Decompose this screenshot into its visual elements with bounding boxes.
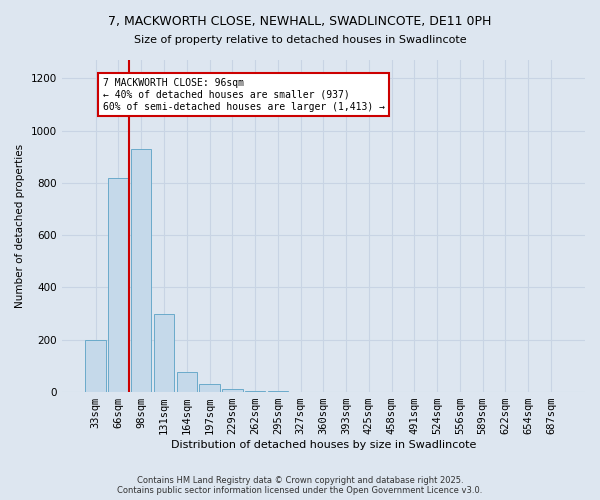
Bar — [222, 389, 242, 392]
Text: Contains HM Land Registry data © Crown copyright and database right 2025.
Contai: Contains HM Land Registry data © Crown c… — [118, 476, 482, 495]
Bar — [154, 314, 174, 392]
X-axis label: Distribution of detached houses by size in Swadlincote: Distribution of detached houses by size … — [170, 440, 476, 450]
Y-axis label: Number of detached properties: Number of detached properties — [15, 144, 25, 308]
Bar — [85, 340, 106, 392]
Bar — [131, 149, 151, 392]
Bar — [245, 390, 265, 392]
Bar — [108, 178, 129, 392]
Text: Size of property relative to detached houses in Swadlincote: Size of property relative to detached ho… — [134, 35, 466, 45]
Bar — [199, 384, 220, 392]
Text: 7, MACKWORTH CLOSE, NEWHALL, SWADLINCOTE, DE11 0PH: 7, MACKWORTH CLOSE, NEWHALL, SWADLINCOTE… — [109, 15, 491, 28]
Text: 7 MACKWORTH CLOSE: 96sqm
← 40% of detached houses are smaller (937)
60% of semi-: 7 MACKWORTH CLOSE: 96sqm ← 40% of detach… — [103, 78, 385, 112]
Bar — [176, 372, 197, 392]
